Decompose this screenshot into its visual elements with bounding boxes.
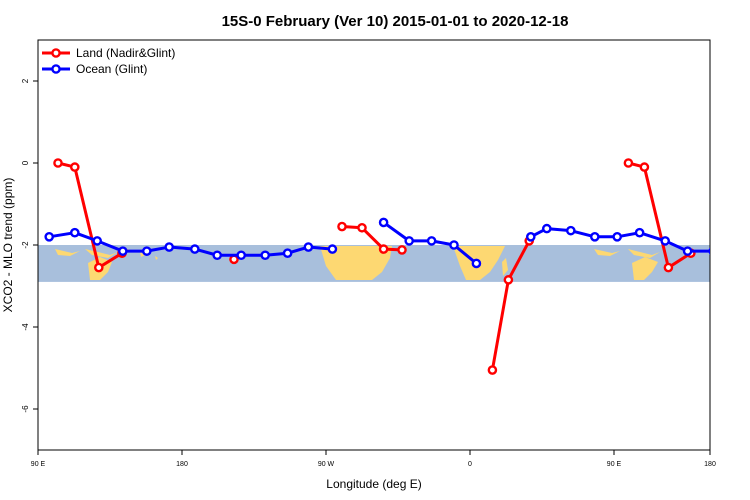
land-pacific-islands — [125, 248, 158, 260]
legend-item[interactable]: Ocean (Glint) — [42, 62, 147, 76]
x-axis: 90 E 180 90 W 0 90 E 180 — [31, 450, 716, 468]
land-indonesia-left-1 — [55, 249, 80, 256]
data-point — [189, 244, 200, 254]
data-point — [660, 236, 671, 246]
data-point — [426, 236, 437, 246]
y-tick-label: 2 — [21, 78, 30, 83]
data-point — [378, 244, 389, 254]
data-point — [487, 365, 498, 375]
data-point — [503, 275, 514, 285]
series-line — [530, 227, 710, 253]
data-point — [118, 246, 128, 256]
land-australia-right — [632, 257, 658, 280]
y-tick-label: -2 — [21, 241, 30, 249]
series-line — [341, 225, 403, 252]
data-point — [303, 242, 314, 252]
x-axis-label: Longitude (deg E) — [326, 477, 421, 491]
data-point — [526, 231, 536, 242]
data-point — [623, 158, 634, 168]
legend-label: Land (Nadir&Glint) — [76, 46, 175, 60]
land-south-america — [320, 246, 392, 280]
legend[interactable]: Land (Nadir&Glint) Ocean (Glint) — [42, 46, 175, 76]
data-point — [44, 231, 55, 242]
land-indonesia-right-1 — [594, 249, 620, 256]
data-point — [357, 222, 367, 233]
data-point — [404, 236, 415, 246]
data-point — [542, 223, 552, 234]
x-tick-label: 0 — [468, 461, 472, 468]
data-point — [735, 243, 742, 250]
y-tick-label: -6 — [21, 405, 30, 413]
data-point — [141, 246, 152, 256]
data-point — [260, 250, 271, 261]
data-point — [70, 227, 80, 238]
land-madagascar — [502, 258, 508, 276]
data-point — [639, 162, 650, 172]
data-point — [449, 240, 459, 250]
land-indonesia-right-2 — [628, 249, 660, 258]
x-tick-label: 90 W — [318, 461, 335, 468]
legend-item[interactable]: Land (Nadir&Glint) — [42, 46, 175, 60]
data-point — [70, 162, 80, 172]
x-tick-label: 90 E — [31, 461, 46, 468]
data-point — [378, 217, 389, 228]
data-point — [53, 158, 63, 168]
data-point — [566, 225, 576, 236]
y-axis-label: XCO2 - MLO trend (ppm) — [1, 178, 15, 313]
data-point — [634, 227, 645, 238]
land-indonesia-left-2 — [85, 249, 118, 258]
legend-marker — [51, 64, 61, 74]
series-ocean — [44, 217, 742, 269]
chart-title: 15S-0 February (Ver 10) 2015-01-01 to 20… — [222, 13, 569, 30]
data-point — [212, 250, 222, 261]
data-point — [397, 245, 407, 255]
data-point — [590, 231, 600, 242]
x-tick-label: 90 E — [607, 461, 622, 468]
series-line — [628, 161, 692, 270]
y-tick-label: -4 — [21, 323, 30, 331]
y-axis: 2 0 -2 -4 -6 — [21, 78, 38, 413]
x-tick-label: 180 — [176, 461, 188, 468]
data-point — [708, 247, 710, 255]
legend-label: Ocean (Glint) — [76, 62, 147, 76]
data-point — [663, 262, 674, 273]
data-point — [164, 242, 174, 252]
series-layer — [44, 158, 742, 375]
x-tick-label: 180 — [704, 461, 716, 468]
series-line — [57, 161, 123, 270]
data-point — [229, 254, 239, 265]
data-point — [471, 258, 482, 269]
data-point — [682, 246, 693, 256]
legend-marker — [51, 48, 61, 58]
data-point — [337, 221, 347, 232]
data-point — [612, 231, 623, 242]
data-point — [92, 236, 102, 246]
data-point — [282, 248, 293, 258]
data-point — [327, 244, 338, 254]
data-point — [94, 262, 104, 273]
y-tick-label: 0 — [21, 160, 30, 165]
data-point — [236, 250, 246, 261]
